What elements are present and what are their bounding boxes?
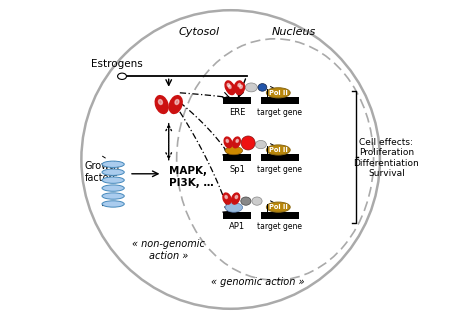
Ellipse shape	[226, 139, 228, 142]
Ellipse shape	[233, 137, 240, 148]
Text: Estrogens: Estrogens	[91, 59, 143, 69]
Text: target gene: target gene	[257, 165, 302, 174]
Bar	[223, 211, 251, 219]
Text: « genomic action »: « genomic action »	[211, 277, 304, 287]
Ellipse shape	[102, 201, 124, 207]
Ellipse shape	[102, 177, 124, 183]
Ellipse shape	[102, 185, 124, 191]
Ellipse shape	[240, 85, 242, 88]
Ellipse shape	[228, 85, 231, 88]
Text: target gene: target gene	[257, 222, 302, 231]
Text: Growth
factors: Growth factors	[84, 161, 120, 183]
Ellipse shape	[266, 145, 290, 155]
Ellipse shape	[118, 73, 127, 79]
Ellipse shape	[266, 202, 290, 212]
Ellipse shape	[245, 83, 257, 92]
Ellipse shape	[158, 100, 163, 105]
Bar	[261, 154, 299, 161]
Text: MAPK,
PI3K, …: MAPK, PI3K, …	[169, 166, 213, 188]
Ellipse shape	[225, 203, 243, 212]
Bar	[223, 154, 251, 161]
Text: Nucleus: Nucleus	[272, 27, 316, 37]
Ellipse shape	[266, 88, 290, 98]
Ellipse shape	[241, 197, 251, 205]
Text: Pol II: Pol II	[269, 204, 288, 210]
Bar	[261, 211, 299, 219]
Circle shape	[241, 136, 255, 150]
Bar	[261, 97, 299, 104]
Text: Pol II: Pol II	[269, 147, 288, 153]
Ellipse shape	[225, 196, 228, 198]
Ellipse shape	[232, 193, 240, 204]
Ellipse shape	[235, 196, 237, 198]
Ellipse shape	[252, 197, 262, 205]
Ellipse shape	[102, 161, 124, 167]
Ellipse shape	[227, 84, 230, 87]
Ellipse shape	[238, 84, 240, 87]
Ellipse shape	[169, 96, 182, 114]
Ellipse shape	[234, 81, 243, 93]
Ellipse shape	[102, 193, 124, 199]
Ellipse shape	[224, 137, 232, 148]
Ellipse shape	[225, 81, 234, 93]
Bar	[223, 97, 251, 104]
Text: AP1: AP1	[229, 222, 245, 231]
Ellipse shape	[226, 83, 235, 95]
Ellipse shape	[258, 84, 267, 91]
Ellipse shape	[236, 139, 238, 142]
Text: « non-genomic
action »: « non-genomic action »	[132, 239, 205, 261]
Text: Cytosol: Cytosol	[178, 27, 219, 37]
Text: target gene: target gene	[257, 108, 302, 117]
Ellipse shape	[236, 83, 245, 95]
Text: ERE: ERE	[229, 108, 245, 117]
Text: Sp1: Sp1	[229, 165, 245, 174]
Text: Pol II: Pol II	[269, 90, 288, 96]
Ellipse shape	[255, 140, 266, 149]
Ellipse shape	[225, 146, 243, 155]
Ellipse shape	[175, 100, 179, 105]
Ellipse shape	[155, 96, 168, 114]
Text: Cell effects:
Proliferation
Differentiation
Survival: Cell effects: Proliferation Differentiat…	[354, 138, 419, 178]
Ellipse shape	[102, 169, 124, 175]
Ellipse shape	[223, 193, 231, 204]
